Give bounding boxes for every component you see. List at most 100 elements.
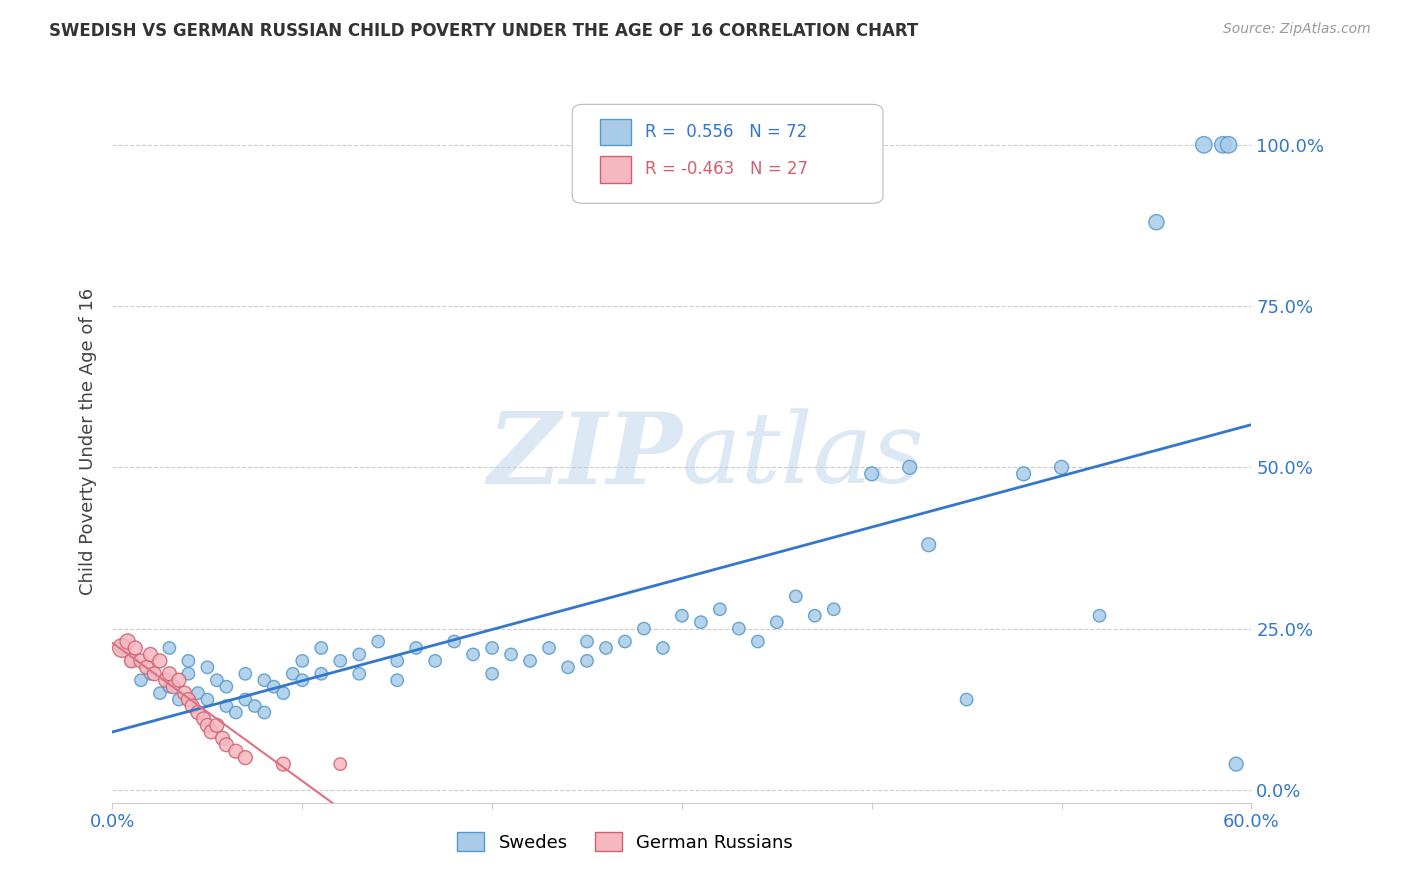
Point xyxy=(159,680,180,694)
Point xyxy=(633,622,655,636)
Point xyxy=(785,590,807,604)
Point xyxy=(349,648,371,662)
Text: R =  0.556   N = 72: R = 0.556 N = 72 xyxy=(645,123,807,141)
Point xyxy=(195,660,219,674)
Point xyxy=(671,608,693,623)
Point xyxy=(1212,137,1234,152)
Point xyxy=(709,602,731,616)
Point xyxy=(195,692,219,706)
Point xyxy=(253,673,276,688)
Point xyxy=(167,673,190,688)
Point xyxy=(576,634,599,648)
Point xyxy=(162,680,184,694)
Point xyxy=(1050,460,1073,475)
Point xyxy=(765,615,787,630)
Point xyxy=(443,634,465,648)
Point xyxy=(309,640,333,655)
Point xyxy=(613,634,636,648)
Point xyxy=(225,706,247,720)
Point xyxy=(728,622,751,636)
Point xyxy=(181,699,204,714)
Point xyxy=(187,706,209,720)
Point xyxy=(159,640,180,655)
Point xyxy=(804,608,827,623)
Point xyxy=(652,640,675,655)
Point xyxy=(143,666,166,681)
Point xyxy=(481,640,503,655)
Point xyxy=(1218,137,1240,152)
Point xyxy=(537,640,560,655)
Point xyxy=(205,718,228,732)
Point xyxy=(215,738,238,752)
Point xyxy=(129,673,152,688)
Y-axis label: Child Poverty Under the Age of 16: Child Poverty Under the Age of 16 xyxy=(79,288,97,595)
Point xyxy=(898,460,921,475)
Point xyxy=(139,666,162,681)
Point xyxy=(211,731,233,746)
Point xyxy=(121,654,143,668)
Point xyxy=(124,640,146,655)
Point xyxy=(121,654,143,668)
Text: R = -0.463   N = 27: R = -0.463 N = 27 xyxy=(645,161,808,178)
Point xyxy=(501,648,523,662)
Text: ZIP: ZIP xyxy=(486,408,682,504)
Point xyxy=(177,666,200,681)
Point xyxy=(349,666,371,681)
Point xyxy=(215,699,238,714)
Point xyxy=(329,757,352,772)
Point xyxy=(1225,757,1247,772)
Point xyxy=(155,673,177,688)
Point xyxy=(747,634,769,648)
Point xyxy=(271,686,295,700)
Point xyxy=(385,673,409,688)
Legend: Swedes, German Russians: Swedes, German Russians xyxy=(450,825,800,859)
Text: SWEDISH VS GERMAN RUSSIAN CHILD POVERTY UNDER THE AGE OF 16 CORRELATION CHART: SWEDISH VS GERMAN RUSSIAN CHILD POVERTY … xyxy=(49,22,918,40)
Point xyxy=(918,538,941,552)
Point xyxy=(823,602,845,616)
Point xyxy=(309,666,333,681)
Point xyxy=(117,634,139,648)
Point xyxy=(281,666,304,681)
Point xyxy=(139,648,162,662)
Point xyxy=(329,654,352,668)
Point xyxy=(1192,137,1215,152)
Point xyxy=(557,660,579,674)
Point xyxy=(1012,467,1035,481)
Point xyxy=(135,660,157,674)
Point xyxy=(167,692,190,706)
Point xyxy=(860,467,883,481)
Point xyxy=(193,712,215,726)
Point xyxy=(367,634,389,648)
Point xyxy=(205,673,228,688)
Point xyxy=(177,692,200,706)
Point xyxy=(461,648,484,662)
Point xyxy=(235,692,257,706)
Text: atlas: atlas xyxy=(682,409,925,504)
Point xyxy=(243,699,266,714)
Point xyxy=(271,757,295,772)
Point xyxy=(187,686,209,700)
Point xyxy=(177,654,200,668)
Point xyxy=(405,640,427,655)
Point xyxy=(385,654,409,668)
Point xyxy=(225,744,247,758)
Point xyxy=(111,640,134,655)
Point xyxy=(481,666,503,681)
Point xyxy=(956,692,979,706)
Point xyxy=(235,750,257,764)
Text: Source: ZipAtlas.com: Source: ZipAtlas.com xyxy=(1223,22,1371,37)
Point xyxy=(195,718,219,732)
Point xyxy=(1144,215,1167,229)
Point xyxy=(149,654,172,668)
Point xyxy=(576,654,599,668)
Point xyxy=(263,680,285,694)
Point xyxy=(291,673,314,688)
Point xyxy=(149,686,172,700)
Point xyxy=(595,640,617,655)
Point xyxy=(129,654,152,668)
Point xyxy=(111,640,134,655)
Point xyxy=(173,686,195,700)
Point xyxy=(200,724,222,739)
Point xyxy=(253,706,276,720)
Point xyxy=(1088,608,1111,623)
